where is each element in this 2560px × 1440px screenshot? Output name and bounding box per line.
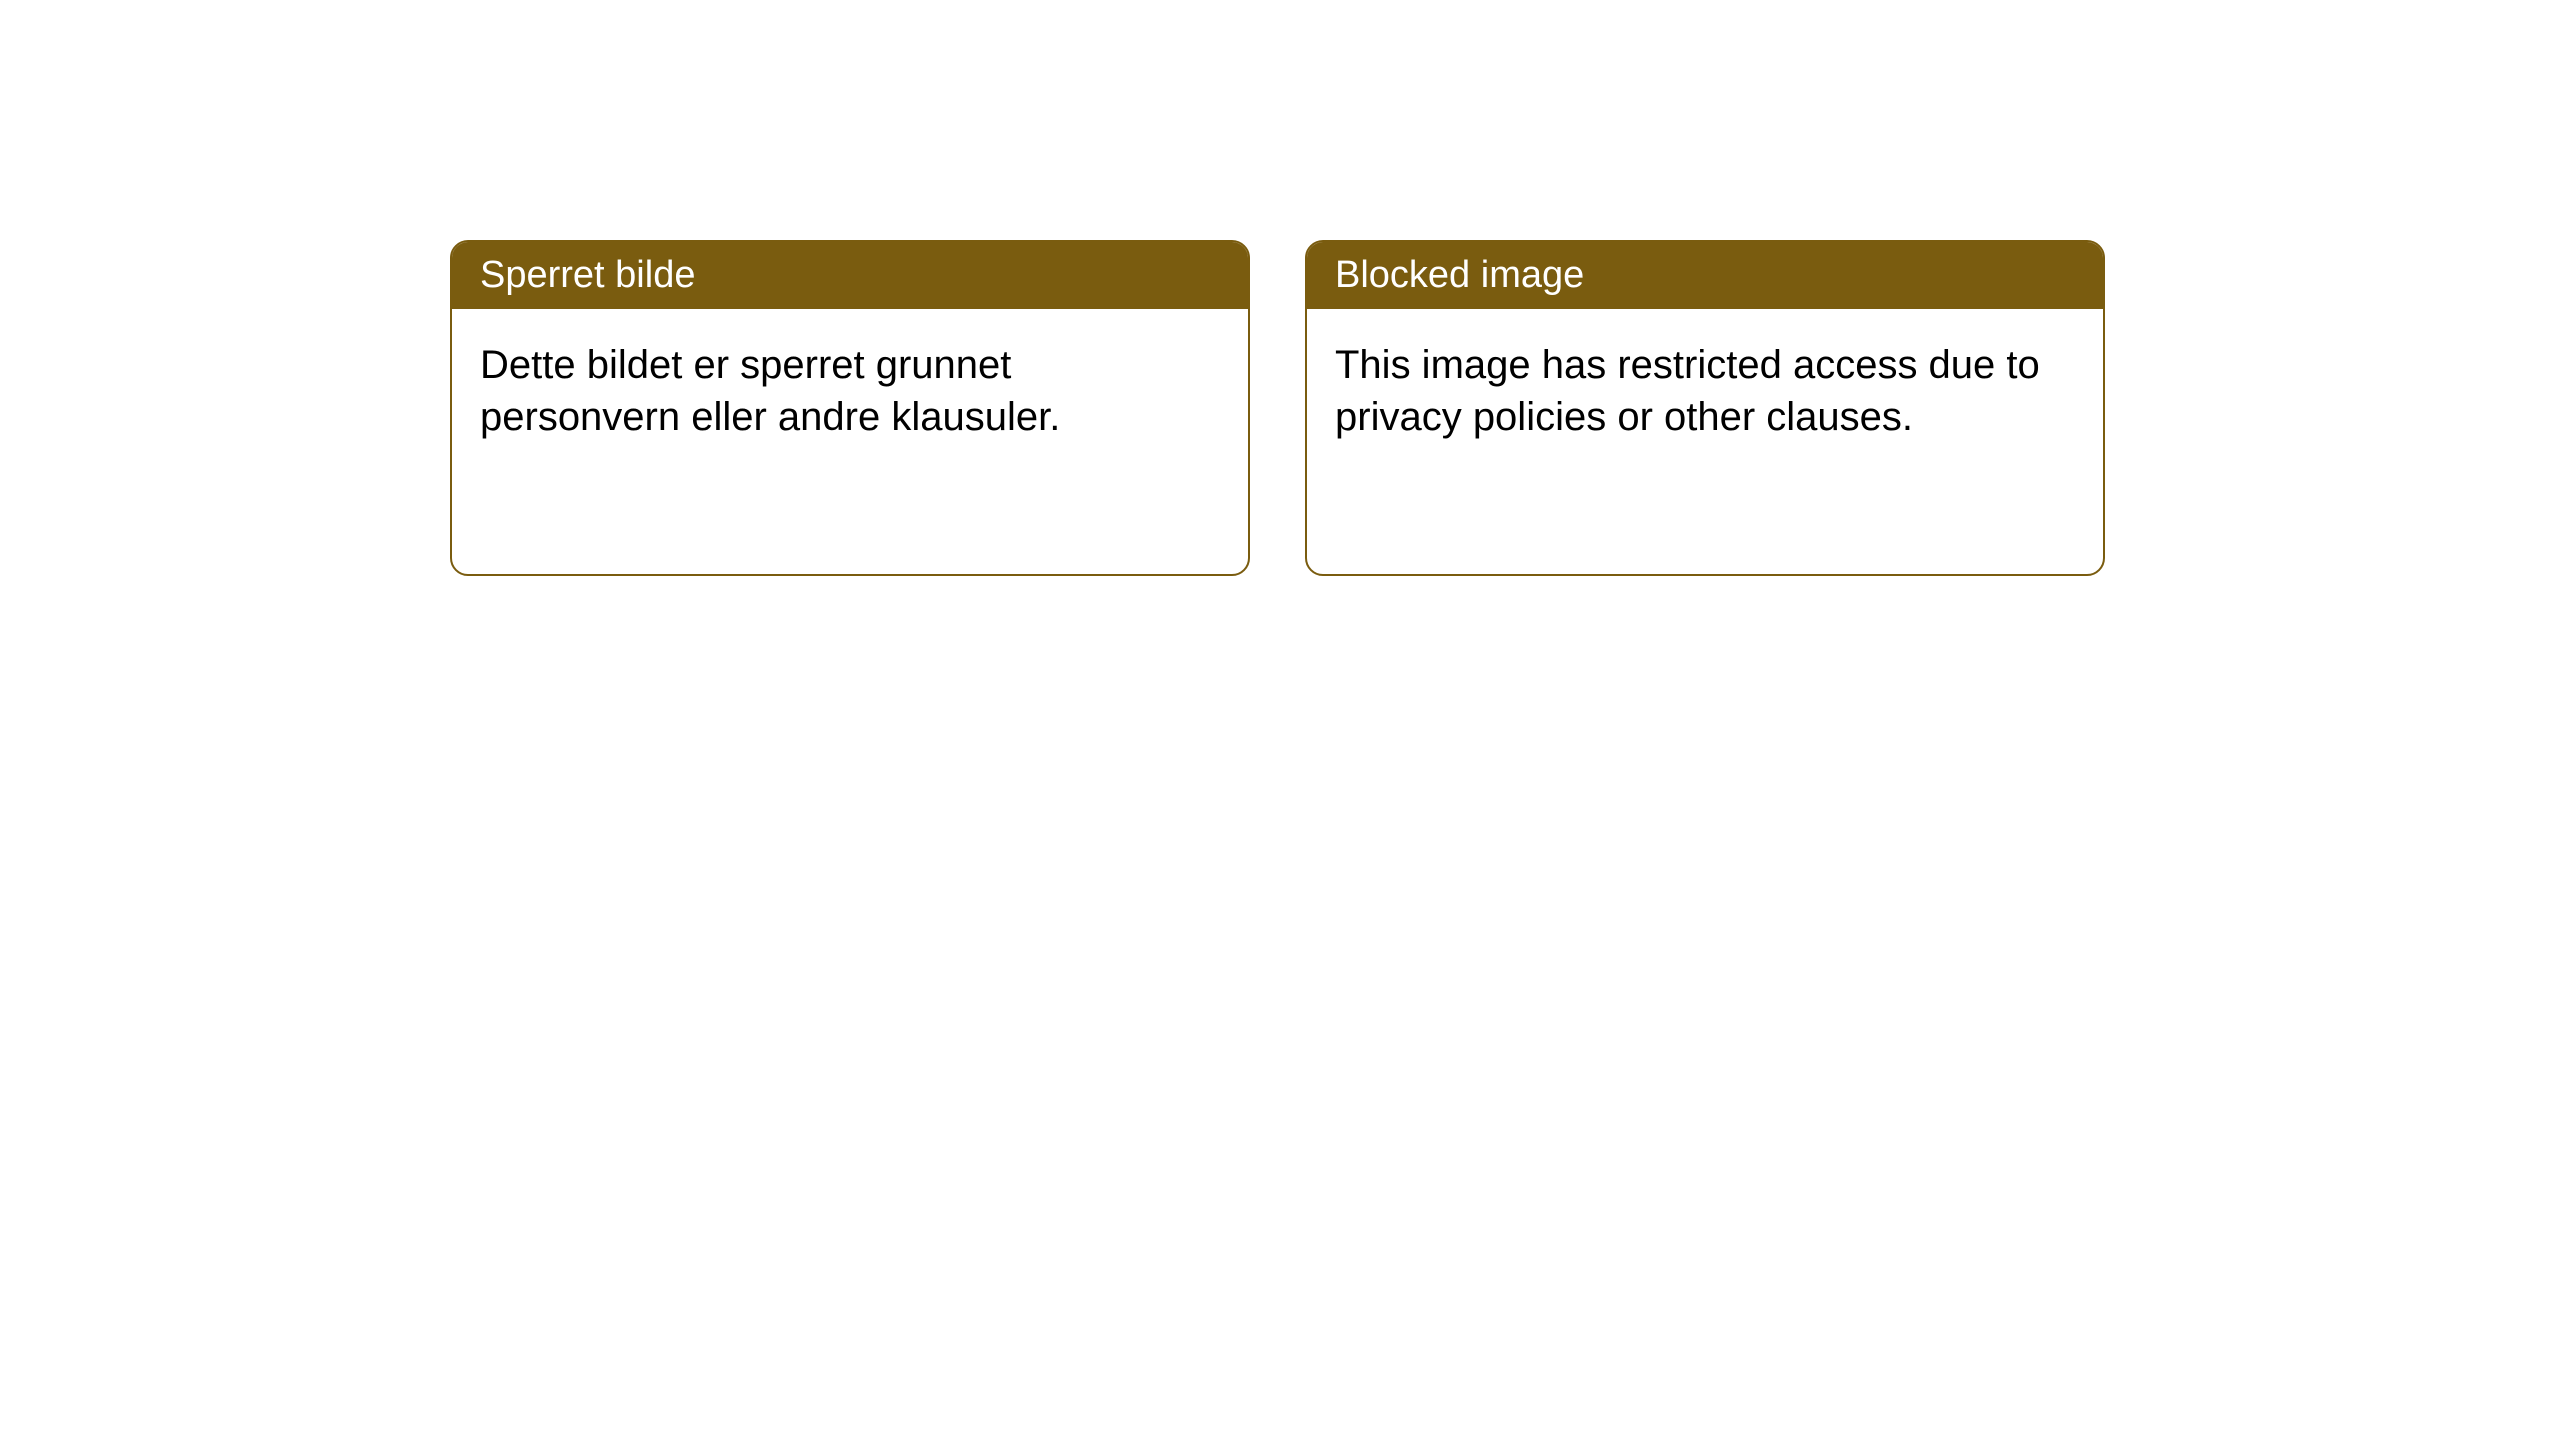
- cards-container: Sperret bilde Dette bildet er sperret gr…: [450, 240, 2560, 576]
- card-english: Blocked image This image has restricted …: [1305, 240, 2105, 576]
- card-body: This image has restricted access due to …: [1307, 309, 2103, 473]
- card-body: Dette bildet er sperret grunnet personve…: [452, 309, 1248, 473]
- card-norwegian: Sperret bilde Dette bildet er sperret gr…: [450, 240, 1250, 576]
- card-header: Sperret bilde: [452, 242, 1248, 309]
- card-header: Blocked image: [1307, 242, 2103, 309]
